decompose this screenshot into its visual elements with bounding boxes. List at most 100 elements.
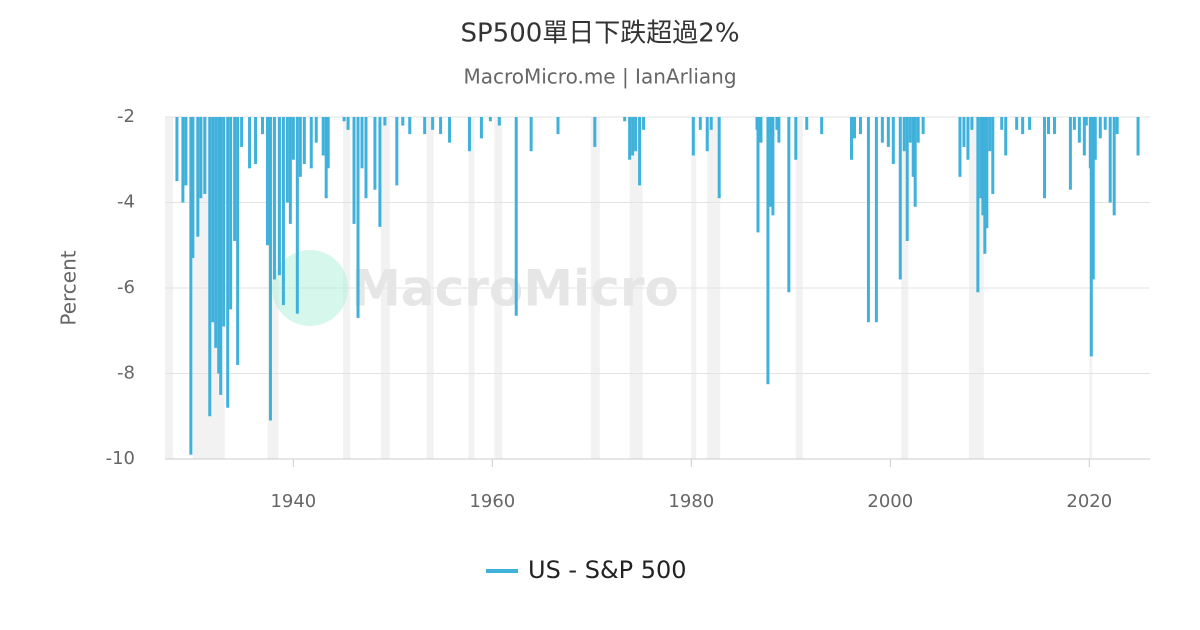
bar [766, 117, 770, 385]
bar [979, 117, 983, 199]
bar [759, 117, 763, 143]
bar [272, 117, 276, 280]
bar [1103, 117, 1107, 130]
bar [1115, 117, 1119, 135]
bar [277, 117, 281, 276]
bar [1089, 117, 1093, 357]
bar [291, 117, 295, 160]
bar [691, 117, 695, 156]
bar [820, 117, 824, 135]
bar [181, 117, 185, 203]
bar [911, 117, 915, 177]
bar [756, 117, 760, 233]
bar [874, 117, 878, 323]
bar [314, 117, 318, 143]
bar [217, 117, 221, 374]
bar [352, 117, 356, 224]
bar [408, 117, 412, 135]
bar [222, 117, 226, 327]
bar [898, 117, 902, 280]
bar [285, 117, 289, 203]
bar [488, 117, 492, 122]
bar [240, 117, 244, 147]
bar [769, 117, 773, 207]
bar [191, 117, 195, 259]
bar [288, 117, 292, 224]
bar [958, 117, 962, 177]
bar [628, 117, 632, 160]
bar [634, 117, 638, 152]
bar [1136, 117, 1140, 156]
bar [1072, 117, 1076, 130]
bar [321, 117, 325, 156]
bar [709, 117, 713, 130]
bar [346, 117, 350, 130]
bar [497, 117, 501, 126]
bar [853, 117, 856, 139]
y-tick-label: -10 [106, 448, 135, 469]
bar [356, 117, 360, 318]
bar [248, 117, 252, 169]
bar [439, 117, 443, 135]
bar [175, 117, 179, 182]
bar [850, 117, 854, 160]
bar [423, 117, 427, 135]
bar [771, 117, 775, 216]
bar [395, 117, 399, 186]
bar [1091, 117, 1095, 280]
bar [302, 117, 306, 165]
bar [698, 117, 702, 130]
bar [962, 117, 966, 147]
bar [976, 117, 980, 293]
bar [777, 117, 781, 143]
bar [886, 117, 890, 147]
bar [448, 117, 452, 143]
bar [373, 117, 377, 190]
bar [787, 117, 791, 293]
bar [401, 117, 405, 126]
bar [295, 117, 299, 314]
bar [1043, 117, 1047, 199]
bar [775, 117, 779, 130]
bar [1108, 117, 1112, 203]
bar [360, 117, 364, 169]
bar [326, 117, 330, 169]
bar [254, 117, 258, 165]
bar [1082, 117, 1086, 156]
y-tick-label: -4 [117, 192, 135, 213]
bar [916, 117, 920, 143]
x-tick-label: 1940 [270, 491, 316, 512]
bar [991, 117, 995, 194]
bar [1015, 117, 1019, 130]
y-axis-label: Percent [57, 250, 81, 325]
bar [281, 117, 285, 306]
bar [189, 117, 193, 455]
bar [219, 117, 223, 395]
bar [265, 117, 269, 246]
bar [921, 117, 925, 135]
bar [1068, 117, 1072, 190]
bar [196, 117, 200, 237]
bar [1098, 117, 1102, 139]
bar [364, 117, 368, 199]
bar [705, 117, 709, 152]
chart-title: SP500單日下跌超過2% [460, 19, 739, 49]
bar [383, 117, 387, 126]
x-tick-label: 2000 [867, 491, 913, 512]
bar [556, 117, 560, 135]
bar [211, 117, 215, 323]
bar [229, 117, 233, 310]
bar [342, 117, 346, 122]
bar [236, 117, 240, 365]
bar [638, 117, 642, 186]
bar [226, 117, 230, 408]
bar [1052, 117, 1056, 135]
bar [431, 117, 435, 130]
y-tick-label: -6 [117, 277, 135, 298]
bar [1028, 117, 1032, 130]
bar [891, 117, 895, 165]
bar [184, 117, 188, 186]
bar [1047, 117, 1051, 135]
bar [988, 117, 992, 152]
